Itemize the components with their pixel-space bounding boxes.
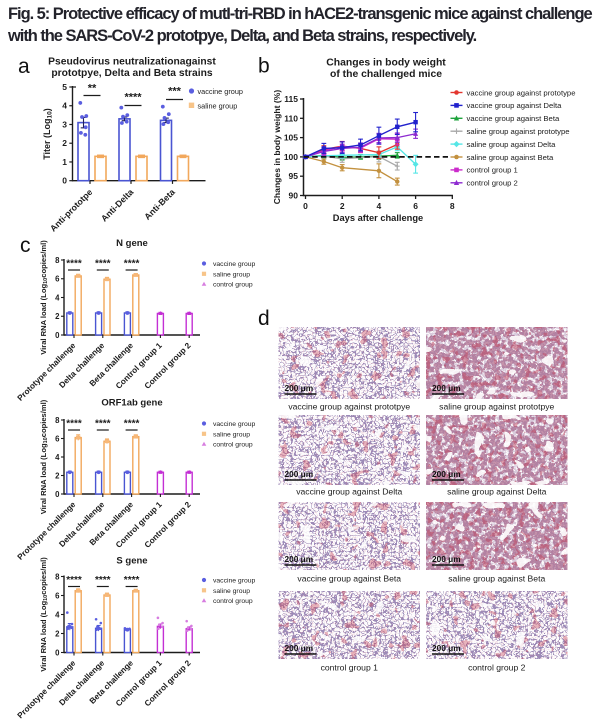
svg-text:4: 4 — [62, 101, 67, 111]
svg-text:control group: control group — [213, 598, 253, 605]
svg-text:Viral RNA load (Log10copies/ml: Viral RNA load (Log10copies/ml) — [39, 240, 49, 355]
svg-text:control group 1: control group 1 — [467, 166, 518, 175]
svg-text:control group 1: control group 1 — [321, 663, 379, 673]
svg-text:vaccine group: vaccine group — [198, 87, 243, 96]
svg-text:2: 2 — [340, 201, 345, 211]
svg-text:200 μm: 200 μm — [285, 469, 314, 479]
svg-text:saline group: saline group — [198, 101, 238, 110]
svg-text:0: 0 — [55, 648, 60, 657]
svg-text:Anti-prototpe: Anti-prototpe — [48, 187, 95, 234]
svg-text:200 μm: 200 μm — [285, 643, 314, 653]
svg-text:4: 4 — [377, 201, 382, 211]
svg-text:6: 6 — [55, 434, 60, 443]
svg-text:115: 115 — [284, 94, 298, 104]
svg-text:Titer (Log10): Titer (Log10) — [42, 108, 54, 160]
svg-text:8: 8 — [55, 256, 60, 265]
svg-text:saline group against Beta: saline group against Beta — [448, 574, 545, 584]
svg-text:saline group against prototype: saline group against prototype — [467, 127, 570, 136]
svg-text:control group: control group — [213, 442, 253, 449]
svg-text:4: 4 — [55, 453, 60, 462]
svg-text:**: ** — [88, 83, 97, 95]
svg-text:8: 8 — [55, 416, 60, 425]
svg-text:0: 0 — [55, 331, 60, 340]
svg-text:2: 2 — [55, 312, 60, 321]
svg-text:saline group against prototpye: saline group against prototpye — [439, 402, 554, 412]
svg-text:vaccine group against Delta: vaccine group against Delta — [467, 101, 563, 110]
svg-text:****: **** — [66, 419, 82, 430]
svg-text:****: **** — [124, 92, 142, 104]
svg-text:200 μm: 200 μm — [432, 554, 461, 564]
svg-text:200 μm: 200 μm — [285, 383, 314, 393]
svg-text:8: 8 — [55, 572, 60, 581]
svg-text:vaccine group against Delta: vaccine group against Delta — [296, 487, 402, 497]
svg-text:Pseudovirus neutralizationagai: Pseudovirus neutralizationagainst — [48, 57, 216, 68]
svg-text:****: **** — [66, 259, 82, 270]
svg-text:6: 6 — [55, 591, 60, 600]
svg-text:****: **** — [95, 419, 111, 430]
svg-text:200 μm: 200 μm — [432, 643, 461, 653]
svg-text:saline group against Delta: saline group against Delta — [447, 487, 547, 497]
svg-text:control group 2: control group 2 — [468, 663, 526, 673]
svg-text:vaccine group against prototyp: vaccine group against prototype — [467, 88, 576, 97]
svg-text:0: 0 — [55, 490, 60, 499]
svg-text:90: 90 — [289, 191, 299, 201]
svg-text:****: **** — [95, 575, 111, 586]
svg-text:b: b — [258, 55, 270, 78]
svg-text:control group 2: control group 2 — [467, 179, 518, 188]
svg-text:Days after challenge: Days after challenge — [333, 213, 423, 223]
svg-text:vaccine group against Beta: vaccine group against Beta — [297, 574, 401, 584]
svg-text:6: 6 — [55, 275, 60, 284]
svg-text:1: 1 — [62, 157, 67, 167]
svg-text:vaccine group: vaccine group — [213, 578, 256, 585]
svg-text:****: **** — [66, 575, 82, 586]
svg-text:100: 100 — [284, 152, 298, 162]
svg-text:S gene: S gene — [116, 556, 147, 567]
svg-text:d: d — [258, 307, 270, 330]
svg-text:of the challenged mice: of the challenged mice — [330, 69, 442, 80]
svg-text:Changes in body weight: Changes in body weight — [326, 58, 446, 69]
svg-text:Changes in body weight (%): Changes in body weight (%) — [272, 90, 282, 205]
svg-text:8: 8 — [450, 201, 455, 211]
svg-text:105: 105 — [284, 133, 298, 143]
svg-text:c: c — [20, 234, 31, 257]
svg-text:vaccine group: vaccine group — [213, 261, 256, 268]
svg-text:saline group against Delta: saline group against Delta — [467, 140, 557, 149]
svg-text:saline group against Beta: saline group against Beta — [467, 153, 554, 162]
svg-text:N gene: N gene — [116, 238, 148, 249]
svg-text:3: 3 — [62, 119, 67, 129]
svg-text:****: **** — [124, 259, 140, 270]
svg-text:Anti-Beta: Anti-Beta — [142, 187, 177, 222]
svg-text:saline group: saline group — [213, 431, 250, 438]
svg-text:2: 2 — [55, 471, 60, 480]
svg-text:200 μm: 200 μm — [432, 383, 461, 393]
svg-text:vaccine group against Beta: vaccine group against Beta — [467, 114, 560, 123]
svg-text:2: 2 — [62, 138, 67, 148]
svg-text:Viral RNA load (Log10copies/ml: Viral RNA load (Log10copies/ml) — [39, 399, 49, 514]
svg-text:0: 0 — [303, 201, 308, 211]
svg-text:saline group: saline group — [213, 271, 250, 278]
svg-text:vaccine group: vaccine group — [213, 421, 256, 428]
svg-text:ORF1ab gene: ORF1ab gene — [101, 398, 162, 409]
svg-text:95: 95 — [289, 171, 299, 181]
svg-text:a: a — [18, 55, 30, 78]
svg-text:4: 4 — [55, 610, 60, 619]
svg-text:200 μm: 200 μm — [432, 469, 461, 479]
svg-text:***: *** — [168, 86, 182, 98]
svg-text:****: **** — [95, 259, 111, 270]
svg-text:6: 6 — [413, 201, 418, 211]
svg-text:control group: control group — [213, 282, 253, 289]
svg-text:****: **** — [124, 419, 140, 430]
svg-text:vaccine group against prototpy: vaccine group against prototpye — [288, 402, 410, 412]
svg-text:****: **** — [124, 575, 140, 586]
svg-text:prototpye, Delta and Beta stra: prototpye, Delta and Beta strains — [51, 68, 213, 79]
svg-text:2: 2 — [55, 629, 60, 638]
svg-text:Anti-Delta: Anti-Delta — [99, 187, 136, 224]
svg-text:Viral RNA load (Log10copies/ml: Viral RNA load (Log10copies/ml) — [39, 557, 49, 672]
svg-text:4: 4 — [55, 293, 60, 302]
svg-text:200 μm: 200 μm — [285, 554, 314, 564]
svg-text:saline group: saline group — [213, 588, 250, 595]
svg-text:5: 5 — [62, 82, 67, 92]
svg-text:110: 110 — [284, 113, 298, 123]
svg-text:0: 0 — [62, 176, 67, 186]
